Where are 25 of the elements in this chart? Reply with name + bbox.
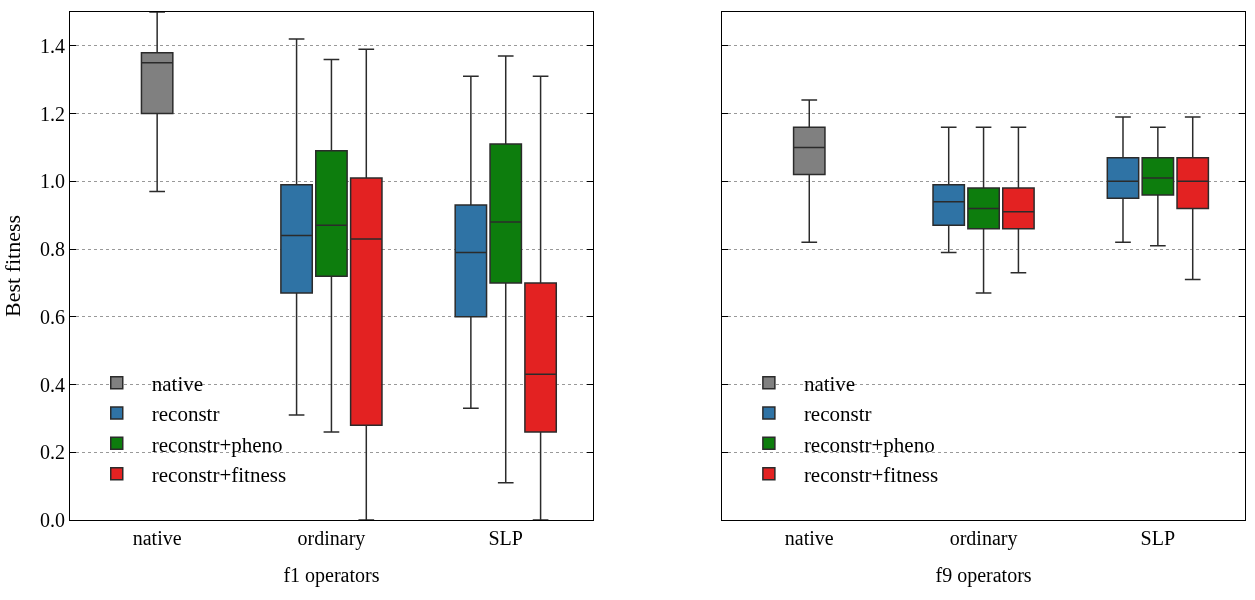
y-tick-label: 0.2 [40,441,65,464]
legend-label: reconstr+fitness [803,462,939,487]
x-tick-label: ordinary [297,527,366,550]
y-tick-label: 1.4 [40,34,65,57]
y-tick-label: 0.6 [40,305,65,328]
x-tick-label: ordinary [949,527,1018,550]
x-tick-label: SLP [1140,527,1176,549]
y-axis-title: Best fitness [0,214,25,318]
legend-label: reconstr+pheno [803,432,935,457]
y-tick-label: 0.0 [40,509,65,531]
x-tick-label: native [784,527,834,549]
legend-label: native [803,371,856,396]
x-axis-title: f1 operators [283,563,380,587]
legend-label: native [151,371,204,396]
y-tick-label: 0.4 [40,373,65,396]
y-tick-label: 1.0 [40,170,65,193]
x-tick-label: native [132,527,182,549]
x-axis-title: f9 operators [935,563,1032,587]
y-tick-label: 0.8 [40,238,65,261]
legend-label: reconstr [803,402,872,427]
legend-label: reconstr+fitness [151,462,287,487]
y-tick-label: 1.2 [40,102,65,125]
legend-label: reconstr [151,402,220,427]
legend-label: reconstr+pheno [151,432,283,457]
x-tick-label: SLP [488,527,523,549]
